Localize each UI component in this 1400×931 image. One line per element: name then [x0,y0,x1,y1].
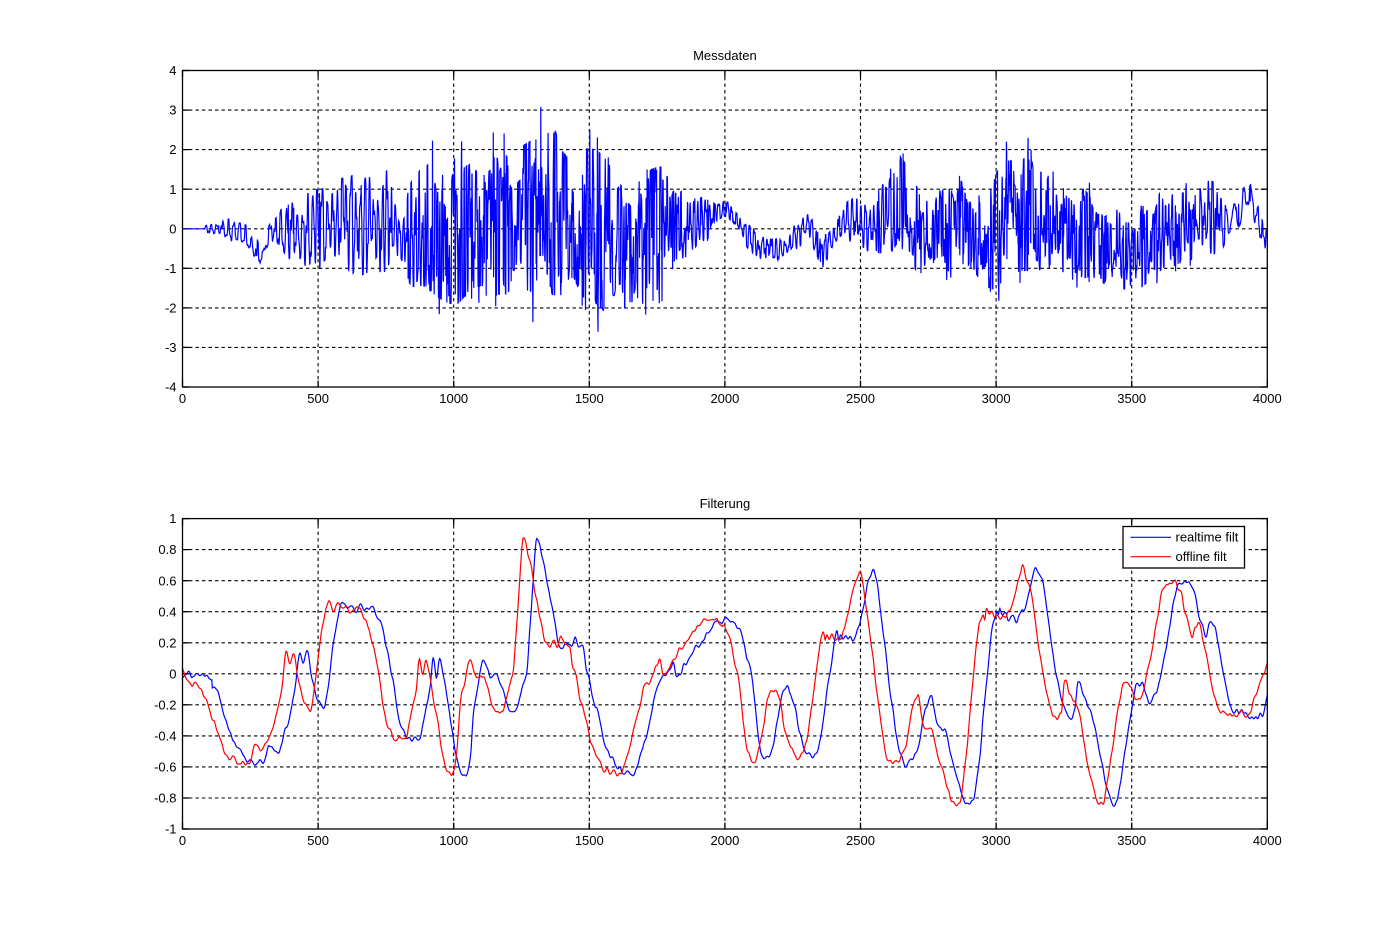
svg-text:0: 0 [179,833,186,848]
svg-text:0.2: 0.2 [158,635,176,650]
svg-text:0.8: 0.8 [158,542,176,557]
svg-text:-1: -1 [165,822,177,837]
svg-text:4000: 4000 [1253,391,1282,406]
svg-text:2000: 2000 [710,391,739,406]
svg-text:-0.8: -0.8 [154,791,176,806]
svg-text:1: 1 [169,182,176,197]
svg-text:Messdaten: Messdaten [693,48,757,63]
svg-text:1: 1 [169,511,176,526]
svg-text:3500: 3500 [1117,391,1146,406]
svg-text:0: 0 [169,221,176,236]
svg-text:Filterung: Filterung [700,496,751,511]
svg-text:-0.4: -0.4 [154,729,176,744]
svg-text:0.6: 0.6 [158,573,176,588]
svg-text:3: 3 [169,103,176,118]
svg-text:1500: 1500 [575,391,604,406]
svg-text:3500: 3500 [1117,833,1146,848]
svg-text:-4: -4 [165,380,177,395]
svg-text:offline filt: offline filt [1176,549,1227,564]
svg-text:0: 0 [179,391,186,406]
svg-text:2500: 2500 [846,833,875,848]
svg-text:1000: 1000 [439,833,468,848]
svg-text:2: 2 [169,142,176,157]
svg-text:2000: 2000 [710,833,739,848]
svg-text:-1: -1 [165,261,177,276]
svg-text:500: 500 [307,391,329,406]
svg-text:-3: -3 [165,340,177,355]
svg-text:realtime filt: realtime filt [1176,530,1239,545]
svg-text:2500: 2500 [846,391,875,406]
svg-text:500: 500 [307,833,329,848]
svg-text:1500: 1500 [575,833,604,848]
svg-text:4000: 4000 [1253,833,1282,848]
svg-text:3000: 3000 [982,833,1011,848]
svg-text:-0.6: -0.6 [154,760,176,775]
svg-text:-2: -2 [165,301,177,316]
svg-text:1000: 1000 [439,391,468,406]
svg-text:0.4: 0.4 [158,604,176,619]
svg-text:4: 4 [169,63,176,78]
svg-text:-0.2: -0.2 [154,697,176,712]
svg-text:0: 0 [169,666,176,681]
svg-text:3000: 3000 [982,391,1011,406]
